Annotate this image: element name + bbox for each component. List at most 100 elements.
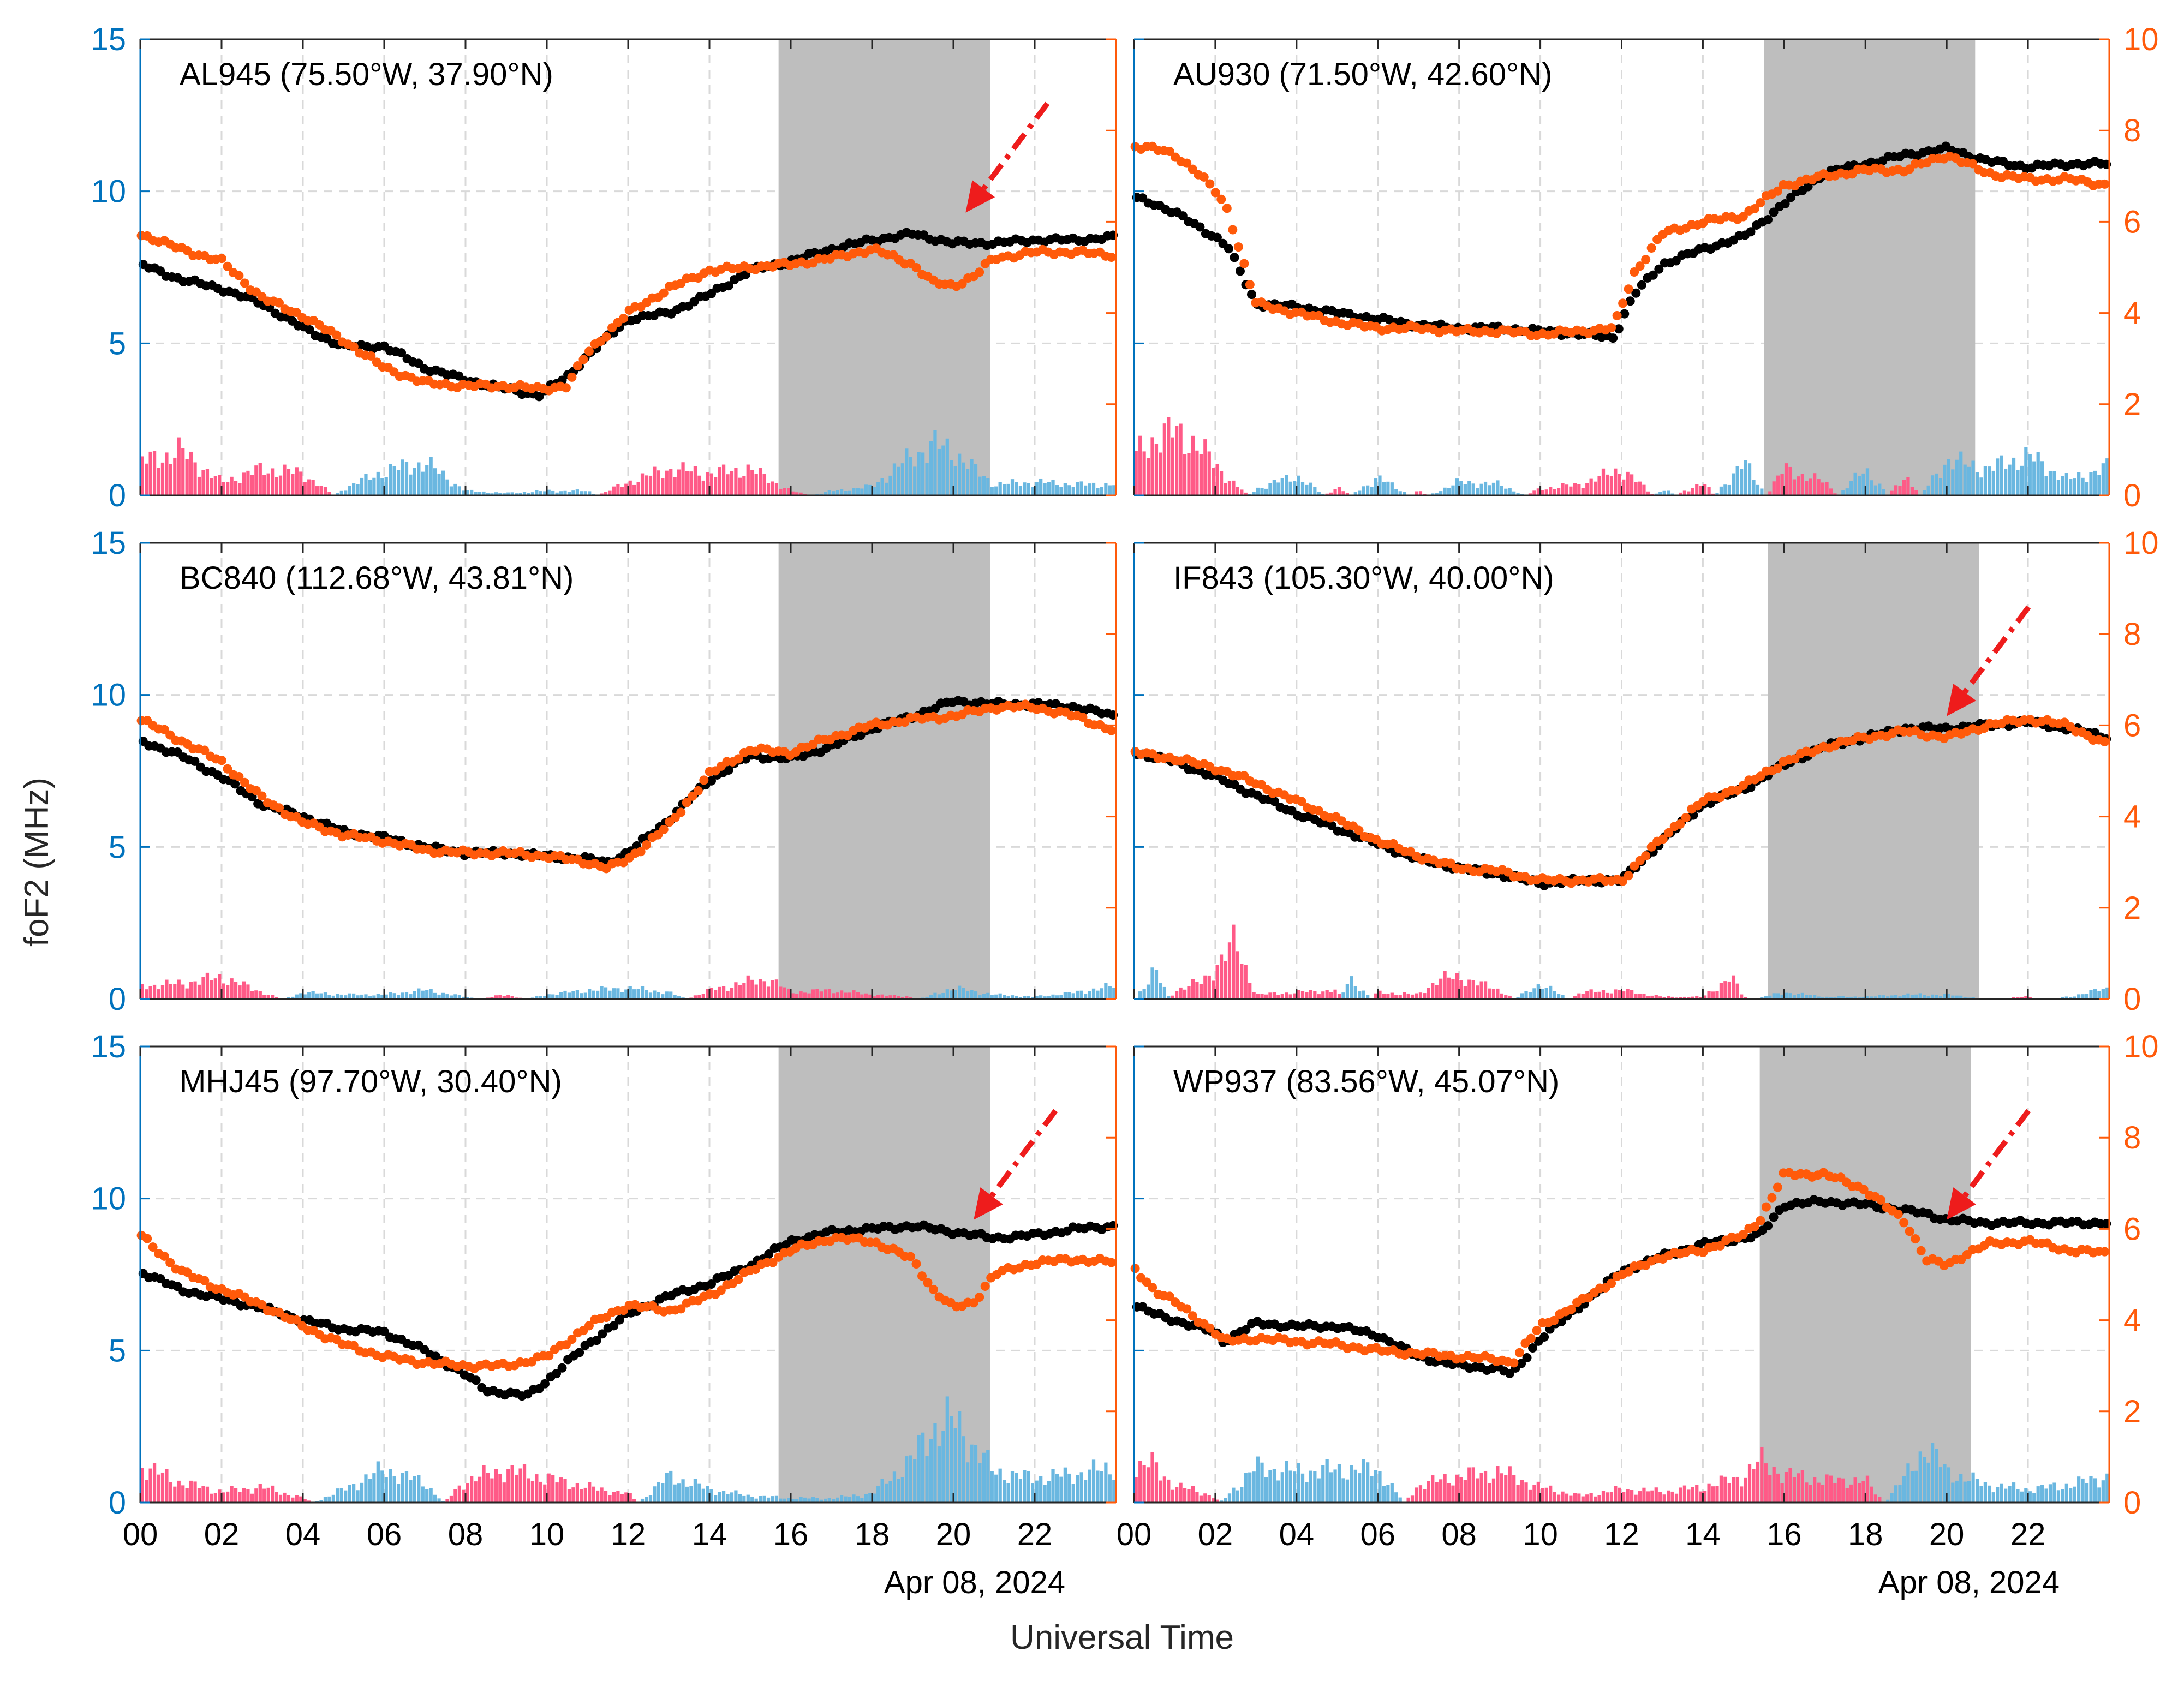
difference-bar [425, 990, 429, 999]
difference-bar [1370, 1476, 1374, 1503]
difference-bar [1902, 995, 1906, 999]
difference-bar [1451, 1485, 1455, 1503]
difference-bar [1873, 485, 1877, 495]
difference-bar [2044, 1488, 2048, 1503]
difference-bar [1553, 1492, 1556, 1503]
difference-bar [1682, 996, 1687, 999]
difference-bar [1317, 492, 1321, 495]
observed-point [1769, 1212, 1779, 1222]
difference-bar [701, 1488, 705, 1503]
difference-bar [425, 465, 429, 495]
difference-bar [1886, 1499, 1890, 1503]
difference-bar [307, 992, 311, 999]
difference-bar [1955, 459, 1959, 495]
difference-bar [2064, 473, 2068, 495]
difference-bar [1386, 481, 1390, 495]
difference-bar [2097, 475, 2101, 495]
difference-bar [462, 1489, 466, 1503]
difference-bar [1276, 995, 1280, 999]
difference-bar [2016, 469, 2020, 495]
difference-bar [372, 477, 376, 495]
difference-bar [1996, 458, 2000, 495]
difference-bar [974, 991, 978, 999]
y-tick-label: 10 [91, 174, 126, 210]
difference-bar [238, 1492, 242, 1503]
difference-bar [685, 1486, 689, 1503]
difference-bar [1935, 995, 1938, 999]
difference-bar [1983, 466, 1988, 495]
difference-bar [1203, 1493, 1207, 1503]
difference-bar [750, 469, 754, 495]
observed-point [609, 1321, 619, 1331]
difference-bar [1088, 483, 1091, 495]
difference-bar [640, 473, 645, 495]
difference-bar [1043, 996, 1047, 999]
difference-bar [1955, 1480, 1959, 1503]
reference-point [1205, 179, 1215, 189]
difference-bar [169, 463, 172, 495]
difference-bar [539, 996, 542, 999]
difference-bar [600, 1487, 604, 1503]
difference-bar [1467, 979, 1471, 999]
difference-bar [185, 988, 189, 999]
difference-bar [510, 1465, 514, 1503]
arrow-head [1947, 684, 1976, 716]
difference-bar [1809, 995, 1812, 999]
difference-bar [921, 1432, 925, 1503]
y2-tick-label: 10 [2123, 1029, 2159, 1064]
difference-bar [1350, 1465, 1353, 1503]
difference-bar [1398, 491, 1402, 495]
reference-point [1738, 1230, 1748, 1240]
difference-bar [1829, 488, 1833, 495]
observed-point [414, 358, 423, 368]
difference-bar [1313, 487, 1317, 495]
difference-bar [571, 490, 575, 495]
difference-bar [1923, 490, 1926, 495]
difference-bar [917, 1435, 921, 1503]
difference-bar [360, 477, 364, 495]
difference-bar [266, 1487, 270, 1503]
difference-bar [327, 995, 331, 999]
difference-bar [1614, 468, 1618, 495]
difference-bar [1873, 1494, 1877, 1503]
difference-bar [417, 1475, 421, 1503]
difference-bar [449, 1495, 453, 1503]
reference-point [1148, 1283, 1157, 1293]
difference-bar [1191, 435, 1195, 495]
difference-bar [1138, 991, 1142, 999]
difference-bar [1366, 485, 1370, 495]
reference-point [1876, 1195, 1886, 1205]
reference-point [1756, 1216, 1765, 1225]
difference-bar [242, 981, 246, 999]
difference-bar [486, 493, 490, 495]
difference-bar [413, 468, 416, 495]
difference-bar [648, 475, 653, 495]
difference-bar [665, 991, 669, 999]
reference-point [1715, 1241, 1725, 1251]
difference-bar [759, 468, 762, 495]
difference-bar [181, 1485, 185, 1503]
difference-bar [307, 479, 311, 495]
difference-bar [888, 475, 892, 495]
difference-bar [510, 996, 514, 999]
reference-point [159, 725, 169, 734]
difference-bar [872, 487, 876, 495]
difference-bar [1451, 485, 1455, 495]
difference-bar [539, 1481, 542, 1503]
difference-bar [1244, 965, 1248, 999]
difference-bar [1906, 477, 1910, 495]
difference-bar [319, 486, 323, 495]
difference-bar [445, 479, 449, 495]
difference-bar [714, 990, 718, 999]
difference-bar [1833, 1483, 1837, 1503]
difference-bar [2052, 471, 2056, 495]
difference-bar [291, 996, 295, 999]
difference-bar [620, 1494, 624, 1503]
difference-bar [994, 994, 998, 999]
difference-bar [1439, 1479, 1443, 1503]
observed-point [1769, 207, 1779, 217]
difference-bar [271, 995, 275, 999]
difference-bar [1626, 989, 1630, 999]
difference-bar [836, 992, 839, 999]
difference-bar [994, 1474, 998, 1503]
